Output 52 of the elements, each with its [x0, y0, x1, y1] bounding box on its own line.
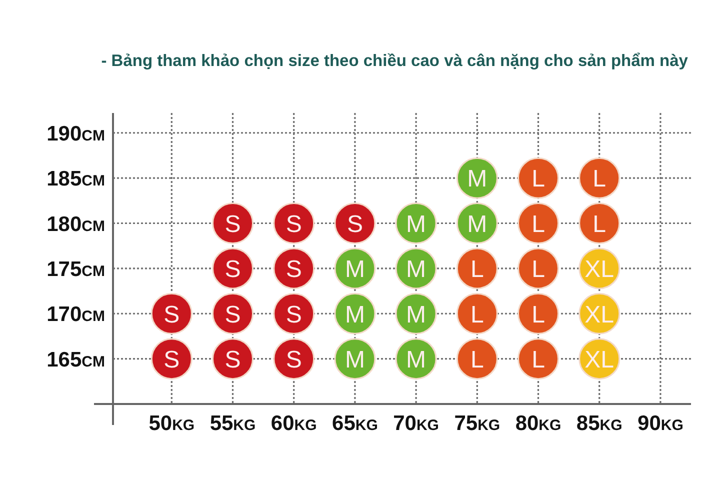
y-tick-label: 190cm [46, 122, 105, 146]
text: XL [584, 301, 614, 328]
text: S [224, 346, 241, 374]
y-tick-label: 180cm [46, 212, 105, 236]
text: L [592, 166, 606, 193]
x-tick-label: 85kg [576, 412, 622, 435]
text: M [406, 301, 426, 328]
text: L [470, 346, 484, 374]
text: L [532, 210, 545, 238]
text: S [224, 301, 241, 328]
text: S [286, 346, 302, 374]
text: M [344, 346, 365, 374]
text: L [470, 256, 484, 284]
point [456, 338, 498, 380]
text: S [164, 301, 180, 328]
text: M [406, 256, 426, 284]
series-label: L [532, 166, 545, 193]
point [456, 292, 498, 334]
text: S [286, 301, 302, 328]
text: M [406, 210, 426, 238]
text: S [286, 256, 302, 284]
text: S [164, 346, 180, 374]
x-tick-label: 75kg [454, 412, 500, 435]
x-tick-label: 50kg [148, 412, 195, 435]
text: S [224, 256, 241, 284]
x-tick-label: 55kg [210, 412, 256, 435]
text: L [470, 301, 484, 328]
text: M [344, 301, 365, 328]
text: L [592, 210, 606, 238]
series-label: M [467, 166, 488, 193]
x-tick-label: 65kg [332, 412, 378, 435]
text: S [286, 210, 302, 238]
y-tick-label: 165cm [46, 348, 105, 372]
y-tick-label: 185cm [46, 168, 105, 191]
chart-title: - Bảng tham khảo chọn size theo chiều cao và cân nặng cho sản phẩm này [101, 52, 689, 70]
x-tick-label: 60kg [270, 412, 317, 435]
text: S [224, 210, 241, 238]
text: XL [584, 346, 614, 374]
y-tick-label: 175cm [46, 258, 105, 281]
text: M [467, 210, 488, 238]
series-label: S [346, 210, 363, 238]
text: M [344, 256, 365, 284]
y-tick-label: 170cm [46, 303, 105, 326]
x-tick-label: 70kg [393, 412, 439, 435]
text: L [532, 346, 545, 374]
x-tick-label: 90kg [638, 412, 684, 435]
text: L [532, 256, 545, 284]
x-tick-label: 80kg [515, 412, 562, 435]
text: M [406, 346, 426, 374]
point [456, 248, 498, 290]
series-label: XL [584, 256, 614, 284]
text: L [532, 301, 545, 328]
